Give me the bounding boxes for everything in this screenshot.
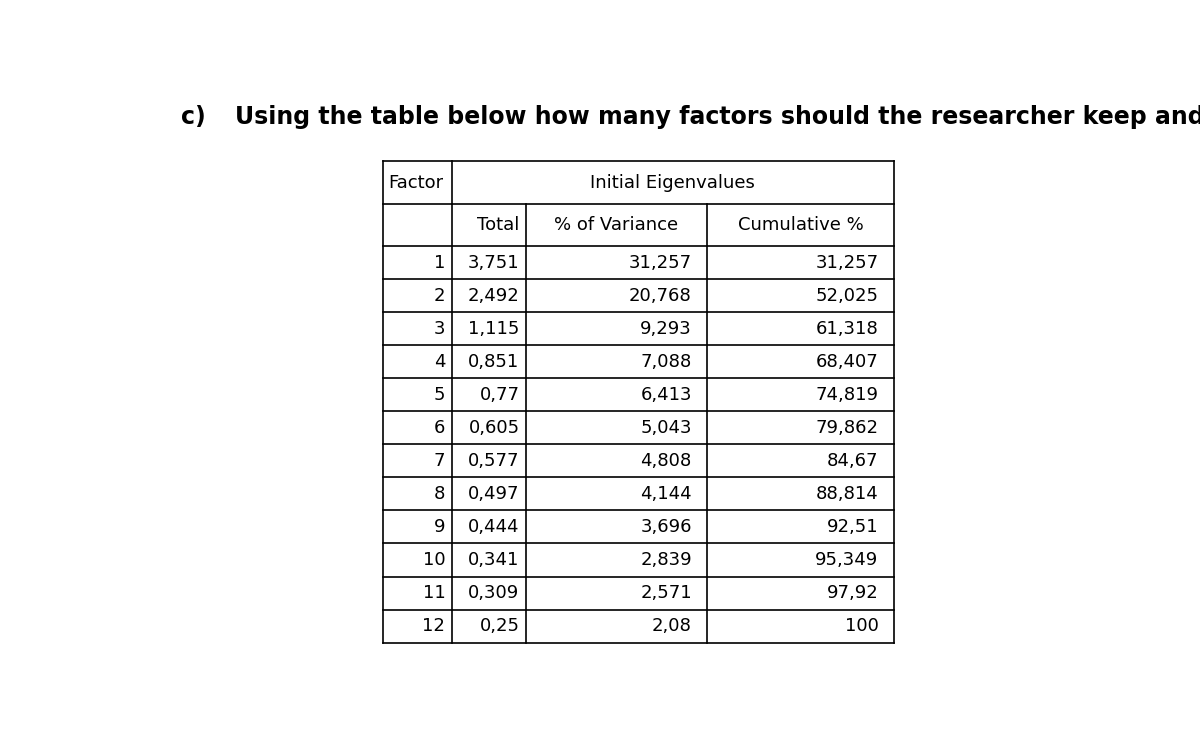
Text: 10: 10 (422, 551, 445, 569)
Text: 0,309: 0,309 (468, 584, 520, 602)
Text: 3: 3 (434, 320, 445, 337)
Text: Factor: Factor (389, 173, 444, 192)
Text: 0,497: 0,497 (468, 485, 520, 503)
Text: 74,819: 74,819 (816, 386, 878, 404)
Text: 100: 100 (845, 617, 878, 635)
Text: 0,577: 0,577 (468, 452, 520, 470)
Text: 4,808: 4,808 (641, 452, 692, 470)
Text: 5,043: 5,043 (641, 419, 692, 437)
Text: 2: 2 (434, 287, 445, 304)
Text: 4,144: 4,144 (640, 485, 692, 503)
Text: 0,25: 0,25 (480, 617, 520, 635)
Text: 3,751: 3,751 (468, 254, 520, 271)
Text: 0,851: 0,851 (468, 353, 520, 370)
Text: c): c) (181, 105, 205, 129)
Text: 9,293: 9,293 (640, 320, 692, 337)
Text: Initial Eigenvalues: Initial Eigenvalues (590, 173, 755, 192)
Text: 5: 5 (434, 386, 445, 404)
Text: Cumulative %: Cumulative % (738, 216, 864, 234)
Text: 1,115: 1,115 (468, 320, 520, 337)
Text: 97,92: 97,92 (827, 584, 878, 602)
Text: 2,571: 2,571 (640, 584, 692, 602)
Text: 84,67: 84,67 (827, 452, 878, 470)
Text: 12: 12 (422, 617, 445, 635)
Text: 0,77: 0,77 (480, 386, 520, 404)
Text: 31,257: 31,257 (629, 254, 692, 271)
Text: 20,768: 20,768 (629, 287, 692, 304)
Text: 31,257: 31,257 (815, 254, 878, 271)
Text: 7,088: 7,088 (641, 353, 692, 370)
Text: 1: 1 (434, 254, 445, 271)
Text: 61,318: 61,318 (816, 320, 878, 337)
Text: Total: Total (478, 216, 520, 234)
Text: 95,349: 95,349 (815, 551, 878, 569)
Text: 9: 9 (434, 518, 445, 536)
Text: 79,862: 79,862 (816, 419, 878, 437)
Text: % of Variance: % of Variance (554, 216, 678, 234)
Text: 0,444: 0,444 (468, 518, 520, 536)
Text: 0,605: 0,605 (468, 419, 520, 437)
Text: Using the table below how many factors should the researcher keep and why?: Using the table below how many factors s… (235, 105, 1200, 129)
Text: 88,814: 88,814 (816, 485, 878, 503)
Text: 3,696: 3,696 (641, 518, 692, 536)
Text: 8: 8 (434, 485, 445, 503)
Text: 6,413: 6,413 (641, 386, 692, 404)
Text: 0,341: 0,341 (468, 551, 520, 569)
Text: 6: 6 (434, 419, 445, 437)
Text: 2,839: 2,839 (640, 551, 692, 569)
Text: 2,08: 2,08 (652, 617, 692, 635)
Text: 68,407: 68,407 (816, 353, 878, 370)
Text: 2,492: 2,492 (468, 287, 520, 304)
Text: 11: 11 (422, 584, 445, 602)
Text: 4: 4 (434, 353, 445, 370)
Text: 92,51: 92,51 (827, 518, 878, 536)
Text: 7: 7 (434, 452, 445, 470)
Text: 52,025: 52,025 (816, 287, 878, 304)
